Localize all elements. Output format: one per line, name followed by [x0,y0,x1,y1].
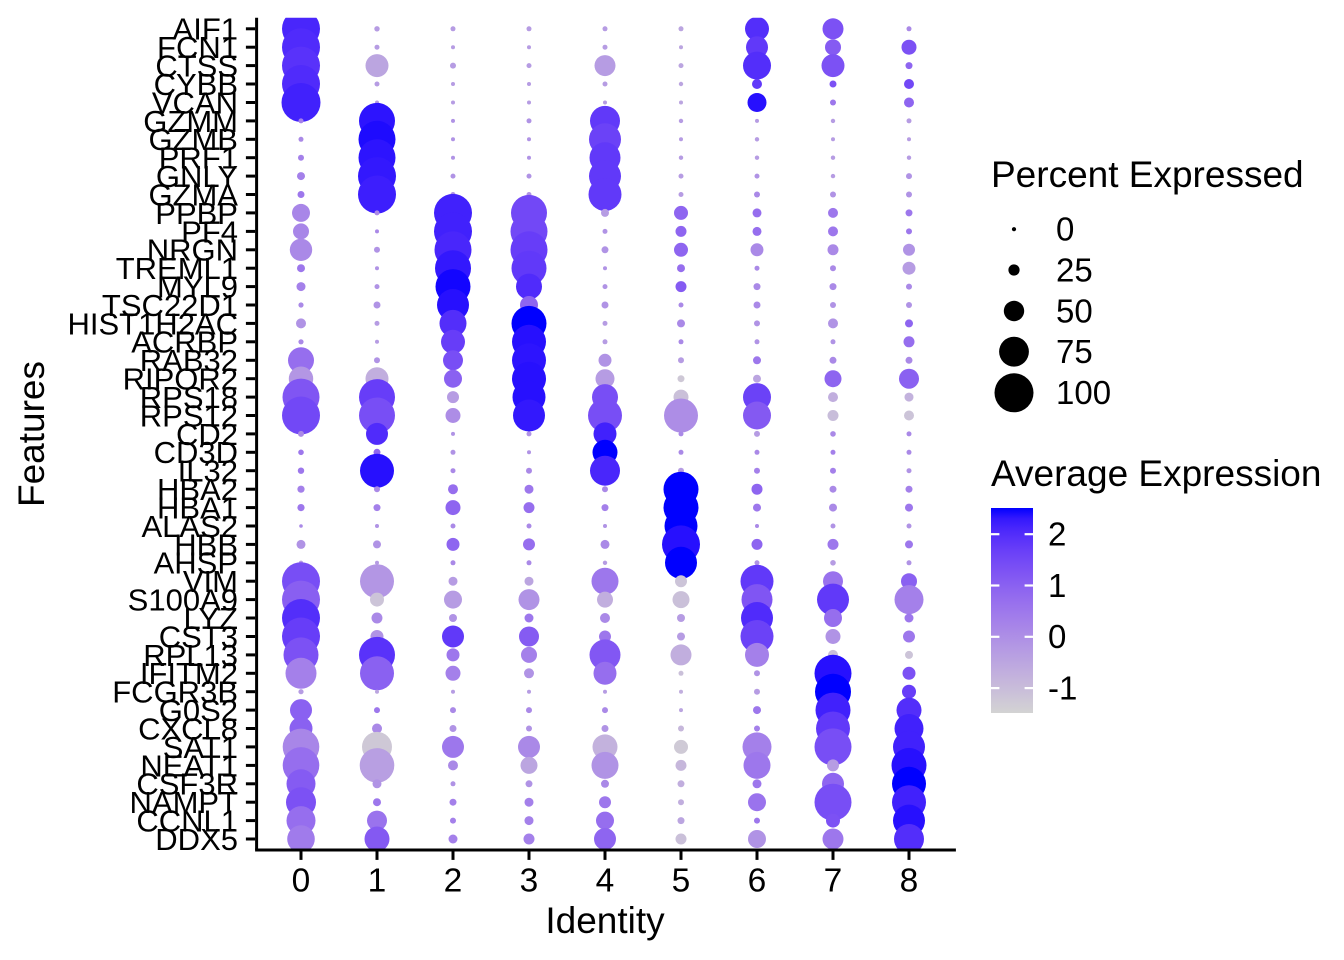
svg-text:RPS18: RPS18 [140,380,238,415]
svg-text:FCGR3B: FCGR3B [112,675,238,710]
svg-text:VIM: VIM [183,564,238,599]
svg-text:GZMB: GZMB [148,122,238,157]
svg-text:GNLY: GNLY [156,159,238,194]
svg-text:100: 100 [1056,374,1111,411]
svg-text:ACRBP: ACRBP [131,325,238,360]
svg-text:PPBP: PPBP [155,196,238,231]
svg-text:RIPOR2: RIPOR2 [123,362,238,397]
svg-text:1: 1 [1048,567,1066,604]
svg-text:CSF3R: CSF3R [136,767,238,802]
svg-text:HBA1: HBA1 [157,491,238,526]
svg-text:CYBB: CYBB [154,67,238,102]
svg-text:HBB: HBB [174,527,238,562]
svg-text:TREML1: TREML1 [116,251,238,286]
svg-text:IFITM2: IFITM2 [140,656,238,691]
svg-text:6: 6 [748,863,767,900]
svg-text:1: 1 [368,863,387,900]
svg-text:4: 4 [596,863,615,900]
svg-text:-1: -1 [1048,669,1077,706]
svg-text:PF4: PF4 [181,214,238,249]
svg-text:Features: Features [11,361,52,507]
svg-text:AHSP: AHSP [154,546,238,581]
svg-text:0: 0 [292,863,311,900]
svg-text:FCN1: FCN1 [157,30,238,65]
svg-text:5: 5 [672,863,691,900]
svg-text:DDX5: DDX5 [155,822,238,857]
svg-text:HBA2: HBA2 [157,472,238,507]
svg-text:TSC22D1: TSC22D1 [102,288,238,323]
svg-text:25: 25 [1056,251,1093,288]
svg-text:CD2: CD2 [176,417,238,452]
svg-text:0: 0 [1056,211,1074,248]
svg-text:S100A9: S100A9 [128,583,238,618]
svg-text:HIST1H2AC: HIST1H2AC [67,306,238,341]
svg-text:3: 3 [520,863,539,900]
svg-text:AIF1: AIF1 [173,12,238,47]
svg-text:PRF1: PRF1 [159,141,238,176]
svg-text:Percent Expressed: Percent Expressed [991,154,1304,195]
svg-text:8: 8 [900,863,919,900]
svg-text:NEAT1: NEAT1 [140,748,238,783]
svg-text:Identity: Identity [545,900,665,941]
svg-text:RPL13: RPL13 [143,638,238,673]
svg-text:75: 75 [1056,333,1093,370]
svg-text:NAMPT: NAMPT [130,785,239,820]
svg-text:CCNL1: CCNL1 [136,804,238,839]
svg-text:CST3: CST3 [159,619,238,654]
svg-text:Average Expression: Average Expression [991,453,1321,494]
svg-text:VCAN: VCAN [152,85,238,120]
svg-text:2: 2 [444,863,463,900]
svg-text:50: 50 [1056,292,1093,329]
svg-text:SAT1: SAT1 [163,730,238,765]
svg-text:IL32: IL32 [178,454,238,489]
svg-text:G0S2: G0S2 [159,693,238,728]
svg-text:7: 7 [824,863,843,900]
svg-text:CD3D: CD3D [154,435,238,470]
svg-text:MYL9: MYL9 [157,270,238,305]
svg-text:LYZ: LYZ [183,601,238,636]
svg-text:CTSS: CTSS [155,49,238,84]
svg-text:CXCL8: CXCL8 [138,711,238,746]
svg-text:GZMA: GZMA [148,177,238,212]
svg-text:GZMM: GZMM [143,104,238,139]
svg-text:0: 0 [1048,618,1066,655]
svg-text:2: 2 [1048,516,1066,553]
svg-text:RAB32: RAB32 [140,343,238,378]
svg-text:ALAS2: ALAS2 [141,509,238,544]
svg-text:NRGN: NRGN [147,233,238,268]
svg-text:RPS12: RPS12 [140,398,238,433]
